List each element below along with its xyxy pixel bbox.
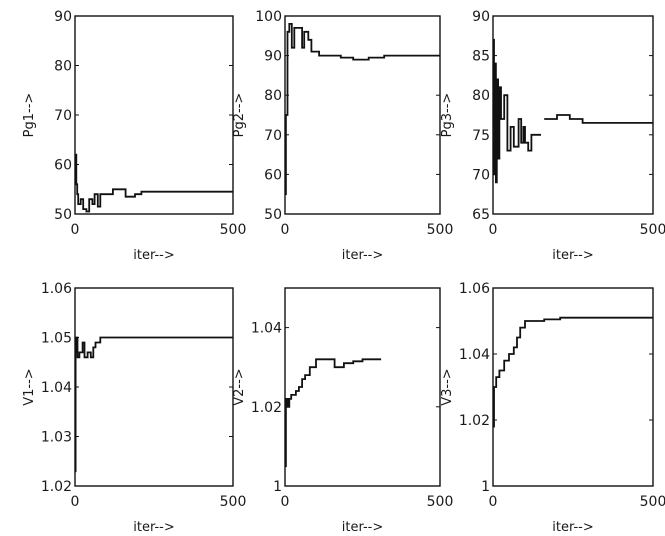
plot-frame [74, 287, 234, 487]
y-axis-label: V2--> [232, 368, 247, 405]
y-tick-label: 80 [264, 88, 282, 104]
y-tick-label: 1.04 [251, 321, 282, 337]
x-tick-label: 0 [281, 222, 290, 238]
series-line-1 [493, 38, 541, 184]
x-tick-label: 500 [220, 494, 247, 510]
x-tick-label: 0 [489, 222, 498, 238]
x-axis-label: iter--> [133, 248, 175, 263]
y-tick-label: 1 [481, 479, 490, 495]
x-tick-label: 500 [220, 222, 247, 238]
series-line-1 [284, 358, 382, 468]
y-tick-label: 90 [264, 49, 282, 65]
y-axis-label: Pg2--> [232, 93, 247, 138]
y-tick-label: 65 [472, 207, 490, 223]
y-tick-label: 1.03 [41, 430, 72, 446]
y-tick-label: 1.04 [459, 347, 490, 363]
x-axis-label: iter--> [552, 520, 594, 535]
series-line-1 [493, 316, 653, 428]
y-tick-label: 80 [472, 88, 490, 104]
plot-frame [492, 15, 654, 215]
x-tick-label: 500 [427, 494, 454, 510]
y-tick-label: 100 [255, 9, 282, 25]
y-tick-label: 1.05 [41, 331, 72, 347]
series-line-1 [284, 22, 440, 196]
panel-2: 50 60 70 80 90 100 0 500 iter--> Pg2--> [232, 9, 453, 263]
y-tick-label: 90 [54, 9, 72, 25]
y-tick-label: 1.06 [41, 281, 72, 297]
x-axis-label: iter--> [133, 520, 175, 535]
y-tick-label: 70 [264, 128, 282, 144]
y-tick-label: 1.04 [41, 380, 72, 396]
y-axis-label: V3--> [440, 368, 455, 405]
x-tick-label: 0 [71, 222, 80, 238]
panel-1: 50 60 70 80 90 0 500 iter--> Pg1--> [22, 9, 246, 263]
y-tick-label: 1.02 [41, 479, 72, 495]
series-line-1 [74, 153, 233, 213]
y-tick-label: 70 [472, 167, 490, 183]
plot-frame [284, 287, 441, 487]
x-tick-label: 0 [489, 494, 498, 510]
x-axis-label: iter--> [342, 248, 384, 263]
x-tick-label: 0 [281, 494, 290, 510]
y-tick-label: 60 [54, 158, 72, 174]
y-tick-label: 1.02 [251, 400, 282, 416]
y-tick-label: 75 [472, 128, 490, 144]
y-tick-label: 85 [472, 49, 490, 65]
y-axis-label: Pg1--> [22, 93, 37, 138]
y-tick-label: 70 [54, 108, 72, 124]
x-tick-label: 500 [640, 222, 665, 238]
x-tick-label: 500 [640, 494, 665, 510]
panel-3: 65 70 75 80 85 90 0 500 iter--> Pg3--> [440, 9, 665, 263]
x-axis-label: iter--> [552, 248, 594, 263]
series-line-1 [74, 336, 233, 473]
y-tick-label: 1.02 [459, 413, 490, 429]
y-tick-label: 60 [264, 167, 282, 183]
panel-5: 1 1.02 1.04 0 500 iter--> V2--> [232, 287, 454, 535]
plot-frame [284, 15, 441, 215]
y-tick-label: 1 [273, 479, 282, 495]
y-tick-label: 50 [264, 207, 282, 223]
y-tick-label: 80 [54, 59, 72, 75]
y-axis-label: V1--> [22, 368, 37, 405]
y-tick-label: 1.06 [459, 281, 490, 297]
panel-4: 1.02 1.03 1.04 1.05 1.06 0 500 iter--> V1--> [22, 281, 246, 535]
x-axis-label: iter--> [342, 520, 384, 535]
y-tick-label: 90 [472, 9, 490, 25]
x-tick-label: 500 [427, 222, 454, 238]
panel-6: 1 1.02 1.04 1.06 0 500 iter--> V3--> [440, 281, 665, 535]
y-tick-label: 50 [54, 207, 72, 223]
x-tick-label: 0 [71, 494, 80, 510]
series-line-2 [544, 114, 653, 124]
y-axis-label: Pg3--> [440, 93, 455, 138]
plot-frame [492, 287, 654, 487]
plot-frame [74, 15, 234, 215]
